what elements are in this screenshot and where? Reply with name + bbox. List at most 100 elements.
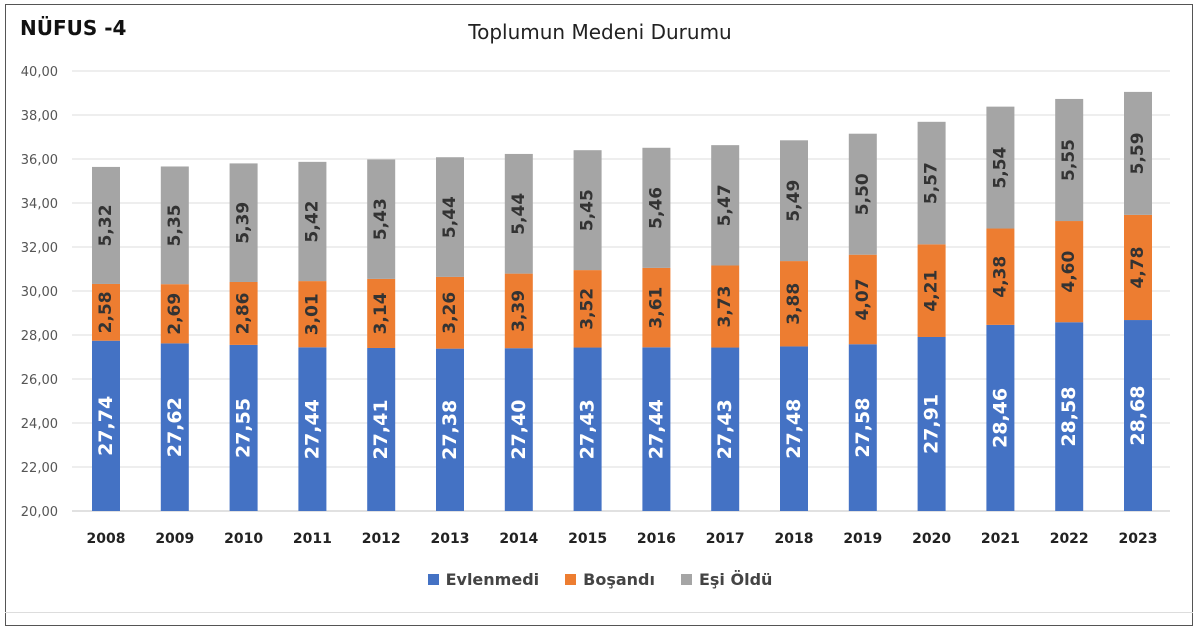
data-label: 5,59 [1128,132,1148,174]
y-tick-label: 38,00 [21,109,58,124]
legend-label: Evlenmedi [445,570,540,589]
bar-evlenmedi [917,336,946,511]
data-label: 5,54 [990,146,1010,188]
data-label: 28,58 [1058,387,1080,447]
y-tick-label: 28,00 [21,329,58,344]
data-label: 27,62 [164,397,186,457]
bar-boand [504,273,533,349]
data-label: 28,46 [989,388,1011,448]
data-label: 27,74 [95,396,117,456]
bar-eild [367,159,396,279]
x-tick-label: 2022 [1050,531,1089,547]
y-tick-label: 22,00 [21,461,58,476]
data-label: 3,39 [509,290,529,332]
data-label: 3,88 [784,283,804,325]
data-label: 3,01 [302,293,322,335]
data-label: 5,50 [853,173,873,215]
data-label: 5,49 [784,180,804,222]
bar-boand [298,281,327,348]
legend-swatch [565,574,577,585]
legend-item: Boşandı [565,570,655,589]
data-label: 28,68 [1127,385,1149,445]
data-label: 27,58 [852,398,874,458]
data-label: 27,55 [233,398,255,458]
legend-swatch [680,574,692,585]
bar-evlenmedi [298,347,327,511]
data-label: 27,38 [439,400,461,460]
bar-boand [917,244,946,337]
bar-boand [986,228,1015,325]
data-label: 4,21 [922,270,942,312]
bar-boand [160,284,189,344]
y-tick-label: 24,00 [21,417,58,432]
bar-boand [711,265,740,348]
bar-evlenmedi [160,343,189,511]
bar-eild [504,153,533,274]
divider [5,612,1193,613]
data-label: 5,42 [302,201,322,243]
bar-boand [848,254,877,345]
badge-label: NÜFUS -4 [20,16,127,40]
data-label: 27,48 [783,399,805,459]
bar-boand [573,270,602,348]
y-tick-label: 32,00 [21,241,58,256]
legend-label: Boşandı [583,570,655,589]
data-label: 5,57 [922,162,942,204]
y-tick-label: 40,00 [21,65,58,80]
x-tick-label: 2017 [706,531,745,547]
data-label: 27,91 [921,394,943,454]
x-tick-label: 2016 [637,531,676,547]
y-tick-label: 20,00 [21,505,58,520]
x-tick-label: 2011 [293,531,332,547]
bar-boand [229,281,258,345]
x-tick-label: 2009 [155,531,194,547]
data-label: 27,41 [370,399,392,459]
data-label: 5,44 [509,193,529,235]
bar-eild [92,166,120,284]
bar-eild [642,147,671,268]
data-label: 27,44 [301,399,323,459]
y-tick-label: 36,00 [21,153,58,168]
data-label: 5,46 [646,187,666,229]
bar-boand [1124,214,1152,321]
bar-evlenmedi [1055,322,1084,511]
data-label: 4,78 [1128,246,1148,288]
data-label: 3,61 [646,287,666,329]
bar-eild [1124,91,1152,215]
data-label: 2,58 [96,291,116,333]
bar-evlenmedi [711,347,740,511]
x-tick-label: 2019 [843,531,882,547]
bar-eild [917,121,946,245]
data-label: 5,35 [165,204,185,246]
data-label: 5,44 [440,196,460,238]
bar-eild [573,150,602,271]
bar-eild [298,161,327,282]
legend-swatch [427,574,439,585]
data-label: 3,14 [371,292,391,334]
data-label: 4,38 [990,256,1010,298]
y-tick-label: 30,00 [21,285,58,300]
bar-evlenmedi [229,344,258,511]
bar-eild [160,166,189,285]
data-label: 27,44 [645,399,667,459]
x-tick-label: 2023 [1119,531,1158,547]
x-tick-label: 2012 [362,531,401,547]
bar-eild [848,133,877,255]
chart-title: Toplumun Medeni Durumu [468,20,732,44]
bar-evlenmedi [436,348,464,511]
data-label: 27,43 [577,399,599,459]
bar-evlenmedi [1124,320,1152,511]
data-label: 3,52 [578,288,598,330]
x-tick-label: 2021 [981,531,1020,547]
chart-frame [5,4,1193,626]
legend-item: Eşi Öldü [680,570,773,589]
bar-boand [1055,221,1084,323]
bar-evlenmedi [780,346,808,511]
bar-evlenmedi [367,347,396,511]
data-label: 5,55 [1059,139,1079,181]
bar-eild [229,163,258,282]
bar-evlenmedi [986,324,1015,511]
bar-boand [780,261,808,347]
legend-label: Eşi Öldü [698,570,773,589]
